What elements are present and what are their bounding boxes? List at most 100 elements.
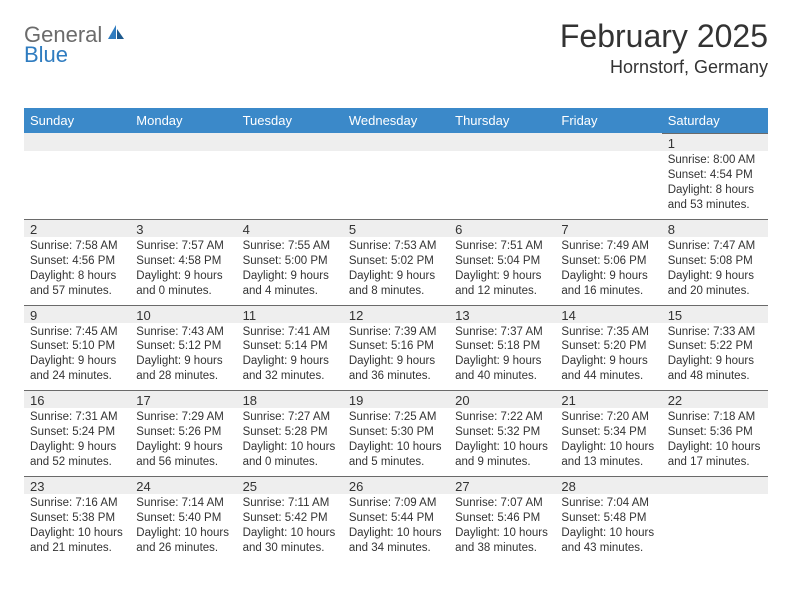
day-number-bar: 9: [24, 305, 130, 323]
day-number-bar: [662, 476, 768, 494]
calendar-cell: [130, 133, 236, 219]
daylight-text: Daylight: 9 hours and 56 minutes.: [136, 440, 230, 470]
sunset-text: Sunset: 5:44 PM: [349, 511, 443, 526]
day-body: Sunrise: 7:11 AMSunset: 5:42 PMDaylight:…: [237, 494, 343, 562]
sunset-text: Sunset: 5:16 PM: [349, 339, 443, 354]
days-of-week-row: Sunday Monday Tuesday Wednesday Thursday…: [24, 108, 768, 133]
day-number-bar: [130, 133, 236, 151]
daylight-text: Daylight: 9 hours and 48 minutes.: [668, 354, 762, 384]
day-number-bar: 5: [343, 219, 449, 237]
day-body: Sunrise: 7:47 AMSunset: 5:08 PMDaylight:…: [662, 237, 768, 305]
sunrise-text: Sunrise: 7:29 AM: [136, 410, 230, 425]
month-title: February 2025: [560, 18, 768, 55]
sunset-text: Sunset: 5:22 PM: [668, 339, 762, 354]
day-number-bar: 15: [662, 305, 768, 323]
day-body: Sunrise: 7:33 AMSunset: 5:22 PMDaylight:…: [662, 323, 768, 391]
day-body: Sunrise: 7:57 AMSunset: 4:58 PMDaylight:…: [130, 237, 236, 305]
day-body: Sunrise: 7:39 AMSunset: 5:16 PMDaylight:…: [343, 323, 449, 391]
sunset-text: Sunset: 5:34 PM: [561, 425, 655, 440]
sunrise-text: Sunrise: 8:00 AM: [668, 153, 762, 168]
dow-thursday: Thursday: [449, 108, 555, 133]
calendar-week-row: 2Sunrise: 7:58 AMSunset: 4:56 PMDaylight…: [24, 219, 768, 305]
daylight-text: Daylight: 9 hours and 20 minutes.: [668, 269, 762, 299]
location-label: Hornstorf, Germany: [560, 57, 768, 78]
day-number-bar: 12: [343, 305, 449, 323]
sunset-text: Sunset: 5:28 PM: [243, 425, 337, 440]
sunset-text: Sunset: 5:00 PM: [243, 254, 337, 269]
sunrise-text: Sunrise: 7:16 AM: [30, 496, 124, 511]
sunset-text: Sunset: 5:24 PM: [30, 425, 124, 440]
day-number-bar: [237, 133, 343, 151]
daylight-text: Daylight: 10 hours and 30 minutes.: [243, 526, 337, 556]
calendar-week-row: 1Sunrise: 8:00 AMSunset: 4:54 PMDaylight…: [24, 133, 768, 219]
daylight-text: Daylight: 9 hours and 16 minutes.: [561, 269, 655, 299]
day-body: Sunrise: 7:07 AMSunset: 5:46 PMDaylight:…: [449, 494, 555, 562]
dow-wednesday: Wednesday: [343, 108, 449, 133]
sunset-text: Sunset: 4:58 PM: [136, 254, 230, 269]
calendar-cell: 20Sunrise: 7:22 AMSunset: 5:32 PMDayligh…: [449, 390, 555, 476]
calendar-body: 1Sunrise: 8:00 AMSunset: 4:54 PMDaylight…: [24, 133, 768, 562]
daylight-text: Daylight: 9 hours and 28 minutes.: [136, 354, 230, 384]
calendar-cell: 27Sunrise: 7:07 AMSunset: 5:46 PMDayligh…: [449, 476, 555, 562]
dow-friday: Friday: [555, 108, 661, 133]
calendar-cell: 13Sunrise: 7:37 AMSunset: 5:18 PMDayligh…: [449, 305, 555, 391]
sunrise-text: Sunrise: 7:04 AM: [561, 496, 655, 511]
day-body: Sunrise: 7:41 AMSunset: 5:14 PMDaylight:…: [237, 323, 343, 391]
day-body: Sunrise: 7:49 AMSunset: 5:06 PMDaylight:…: [555, 237, 661, 305]
calendar-cell: 14Sunrise: 7:35 AMSunset: 5:20 PMDayligh…: [555, 305, 661, 391]
day-body: Sunrise: 7:43 AMSunset: 5:12 PMDaylight:…: [130, 323, 236, 391]
daylight-text: Daylight: 9 hours and 32 minutes.: [243, 354, 337, 384]
daylight-text: Daylight: 8 hours and 57 minutes.: [30, 269, 124, 299]
sunset-text: Sunset: 5:40 PM: [136, 511, 230, 526]
calendar-table: Sunday Monday Tuesday Wednesday Thursday…: [24, 108, 768, 562]
calendar-cell: [449, 133, 555, 219]
day-body: Sunrise: 7:04 AMSunset: 5:48 PMDaylight:…: [555, 494, 661, 562]
daylight-text: Daylight: 10 hours and 13 minutes.: [561, 440, 655, 470]
sunset-text: Sunset: 5:04 PM: [455, 254, 549, 269]
sunrise-text: Sunrise: 7:31 AM: [30, 410, 124, 425]
calendar-cell: 3Sunrise: 7:57 AMSunset: 4:58 PMDaylight…: [130, 219, 236, 305]
day-body: [24, 151, 130, 213]
day-body: [662, 494, 768, 556]
calendar-cell: 6Sunrise: 7:51 AMSunset: 5:04 PMDaylight…: [449, 219, 555, 305]
day-number-bar: 27: [449, 476, 555, 494]
sunrise-text: Sunrise: 7:09 AM: [349, 496, 443, 511]
day-number-bar: 13: [449, 305, 555, 323]
dow-tuesday: Tuesday: [237, 108, 343, 133]
sunrise-text: Sunrise: 7:43 AM: [136, 325, 230, 340]
calendar-cell: 23Sunrise: 7:16 AMSunset: 5:38 PMDayligh…: [24, 476, 130, 562]
calendar-cell: 9Sunrise: 7:45 AMSunset: 5:10 PMDaylight…: [24, 305, 130, 391]
daylight-text: Daylight: 9 hours and 52 minutes.: [30, 440, 124, 470]
sunset-text: Sunset: 5:20 PM: [561, 339, 655, 354]
sunset-text: Sunset: 4:54 PM: [668, 168, 762, 183]
day-body: Sunrise: 7:51 AMSunset: 5:04 PMDaylight:…: [449, 237, 555, 305]
daylight-text: Daylight: 9 hours and 24 minutes.: [30, 354, 124, 384]
day-body: Sunrise: 7:35 AMSunset: 5:20 PMDaylight:…: [555, 323, 661, 391]
daylight-text: Daylight: 9 hours and 0 minutes.: [136, 269, 230, 299]
day-number-bar: 4: [237, 219, 343, 237]
sunrise-text: Sunrise: 7:07 AM: [455, 496, 549, 511]
calendar-week-row: 9Sunrise: 7:45 AMSunset: 5:10 PMDaylight…: [24, 305, 768, 391]
calendar-page: General February 2025 Hornstorf, Germany…: [0, 0, 792, 612]
sunset-text: Sunset: 5:08 PM: [668, 254, 762, 269]
sunset-text: Sunset: 5:12 PM: [136, 339, 230, 354]
calendar-cell: [555, 133, 661, 219]
sunrise-text: Sunrise: 7:58 AM: [30, 239, 124, 254]
day-body: [555, 151, 661, 213]
day-number-bar: 10: [130, 305, 236, 323]
sunrise-text: Sunrise: 7:35 AM: [561, 325, 655, 340]
day-body: [237, 151, 343, 213]
day-number-bar: 11: [237, 305, 343, 323]
sunrise-text: Sunrise: 7:41 AM: [243, 325, 337, 340]
calendar-cell: 5Sunrise: 7:53 AMSunset: 5:02 PMDaylight…: [343, 219, 449, 305]
daylight-text: Daylight: 9 hours and 4 minutes.: [243, 269, 337, 299]
day-number-bar: 2: [24, 219, 130, 237]
sunset-text: Sunset: 5:18 PM: [455, 339, 549, 354]
sunrise-text: Sunrise: 7:55 AM: [243, 239, 337, 254]
calendar-cell: 25Sunrise: 7:11 AMSunset: 5:42 PMDayligh…: [237, 476, 343, 562]
day-body: Sunrise: 7:14 AMSunset: 5:40 PMDaylight:…: [130, 494, 236, 562]
daylight-text: Daylight: 10 hours and 5 minutes.: [349, 440, 443, 470]
sunrise-text: Sunrise: 7:22 AM: [455, 410, 549, 425]
calendar-cell: 15Sunrise: 7:33 AMSunset: 5:22 PMDayligh…: [662, 305, 768, 391]
daylight-text: Daylight: 10 hours and 17 minutes.: [668, 440, 762, 470]
